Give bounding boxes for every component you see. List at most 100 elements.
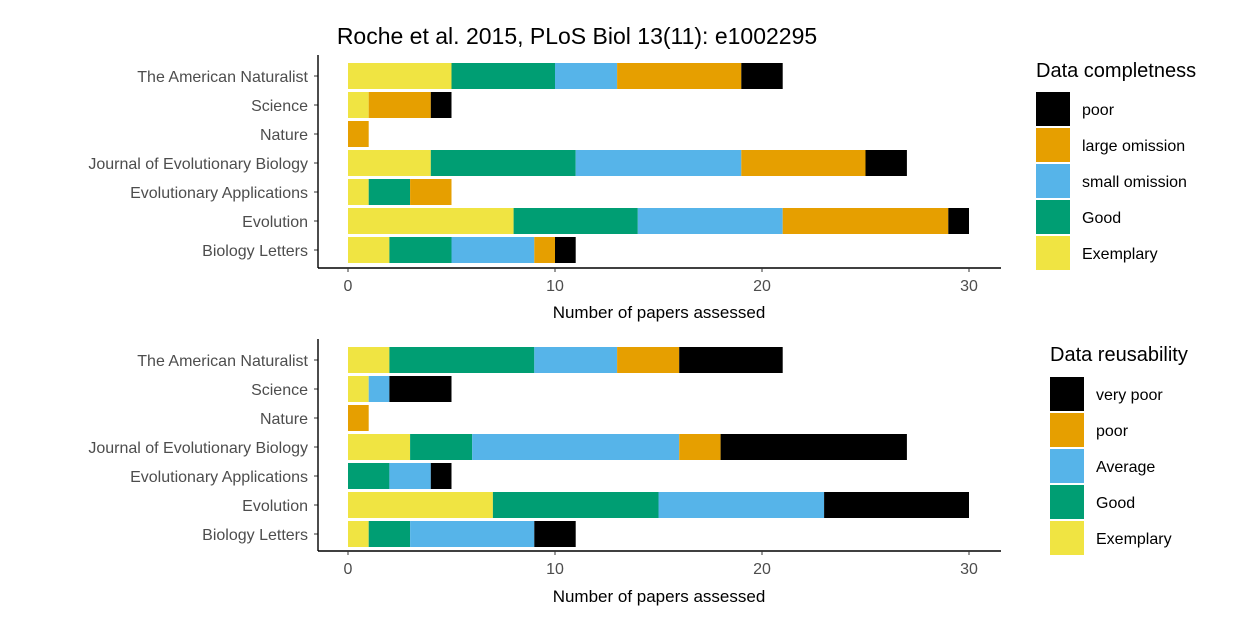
bar-segment (368, 92, 431, 118)
category-label: The American Naturalist (137, 69, 308, 86)
bar-segment (617, 347, 680, 373)
chart-title: Roche et al. 2015, PLoS Biol 13(11): e10… (337, 23, 817, 49)
bar-segment (679, 434, 721, 460)
legend-label: Exemplary (1096, 531, 1172, 548)
x-tick-label: 20 (753, 278, 771, 295)
legend-key (1050, 377, 1084, 411)
bar-segment (348, 237, 390, 263)
bar-segment (555, 63, 618, 89)
x-tick-label: 0 (344, 561, 353, 578)
legend-key (1036, 128, 1070, 162)
bar-segment (348, 150, 431, 176)
bar-segment (348, 521, 369, 547)
category-label: Evolution (242, 214, 308, 231)
bar-segment (534, 347, 618, 373)
bar-segment (348, 434, 411, 460)
bar-segment (451, 237, 535, 263)
x-tick-label: 30 (960, 561, 978, 578)
legend-key (1050, 449, 1084, 483)
bar-segment (348, 347, 390, 373)
bar-segment (348, 63, 452, 89)
legend-title: Data completness (1036, 60, 1196, 82)
bar-segment (741, 63, 783, 89)
x-axis-title: Number of papers assessed (553, 303, 766, 322)
bar-segment (658, 492, 825, 518)
panel-1: Roche et al. 2015, PLoS Biol 13(11): e10… (88, 23, 1196, 322)
category-label: Science (251, 382, 308, 399)
bar-segment (348, 492, 493, 518)
bar-segment (513, 208, 638, 234)
bar-segment (430, 150, 576, 176)
legend-key (1036, 236, 1070, 270)
x-axis-title: Number of papers assessed (553, 587, 766, 606)
legend-label: poor (1096, 423, 1129, 440)
bar-segment (575, 150, 742, 176)
category-label: Nature (260, 411, 308, 428)
panel-2: The American Naturalist Science Nature Jour… (88, 339, 1188, 606)
category-label: Evolutionary Applications (130, 469, 308, 486)
category-label: Science (251, 98, 308, 115)
bar-segment (389, 463, 431, 489)
legend-key (1050, 413, 1084, 447)
category-label: Journal of Evolutionary Biology (88, 156, 308, 173)
x-tick-label: 0 (344, 278, 353, 295)
bar-segment (368, 179, 411, 205)
bar-segment (492, 492, 659, 518)
x-tick-label: 30 (960, 278, 978, 295)
bar-segment (451, 63, 555, 89)
bar-segment (472, 434, 680, 460)
bar-segment (430, 463, 452, 489)
legend: Data reusability very poor poor Average Good… (1050, 344, 1188, 555)
bar-segment (389, 376, 452, 402)
bar-segment (348, 208, 514, 234)
bar-segment (348, 463, 390, 489)
category-label: Journal of Evolutionary Biology (88, 440, 308, 457)
bar-segment (348, 92, 369, 118)
bar-segment (348, 405, 369, 431)
category-label: Biology Letters (202, 527, 308, 544)
legend-key (1050, 485, 1084, 519)
legend-label: very poor (1096, 387, 1163, 404)
bar-segment (679, 347, 783, 373)
legend-label: Average (1096, 459, 1155, 476)
bar-segment (824, 492, 969, 518)
legend-key (1036, 92, 1070, 126)
bar-segment (865, 150, 907, 176)
category-label: The American Naturalist (137, 353, 308, 370)
category-label: Evolution (242, 498, 308, 515)
legend-label: large omission (1082, 138, 1185, 155)
bar-segment (782, 208, 949, 234)
bar-segment (555, 237, 576, 263)
x-tick-label: 10 (546, 278, 564, 295)
bar-segment (534, 237, 555, 263)
legend-label: Good (1082, 210, 1121, 227)
legend-label: poor (1082, 102, 1115, 119)
legend: Data completness poor large omission small … (1036, 60, 1196, 270)
legend-label: small omission (1082, 174, 1187, 191)
legend-key (1050, 521, 1084, 555)
x-tick-label: 20 (753, 561, 771, 578)
category-label: Biology Letters (202, 243, 308, 260)
legend-label: Good (1096, 495, 1135, 512)
legend-title: Data reusability (1050, 344, 1188, 366)
bar-segment (410, 434, 473, 460)
bar-segment (637, 208, 783, 234)
legend-key (1036, 164, 1070, 198)
legend-label: Exemplary (1082, 246, 1158, 263)
bar-segment (348, 179, 369, 205)
bar-segment (720, 434, 907, 460)
bar-segment (368, 521, 411, 547)
bar-segment (368, 376, 390, 402)
bar-segment (617, 63, 742, 89)
bar-segment (348, 121, 369, 147)
bar-segment (389, 347, 535, 373)
bar-segment (389, 237, 452, 263)
bar-segment (410, 179, 452, 205)
x-tick-label: 10 (546, 561, 564, 578)
category-label: Evolutionary Applications (130, 185, 308, 202)
bar-segment (430, 92, 452, 118)
bar-segment (534, 521, 576, 547)
legend-key (1036, 200, 1070, 234)
bar-segment (348, 376, 369, 402)
